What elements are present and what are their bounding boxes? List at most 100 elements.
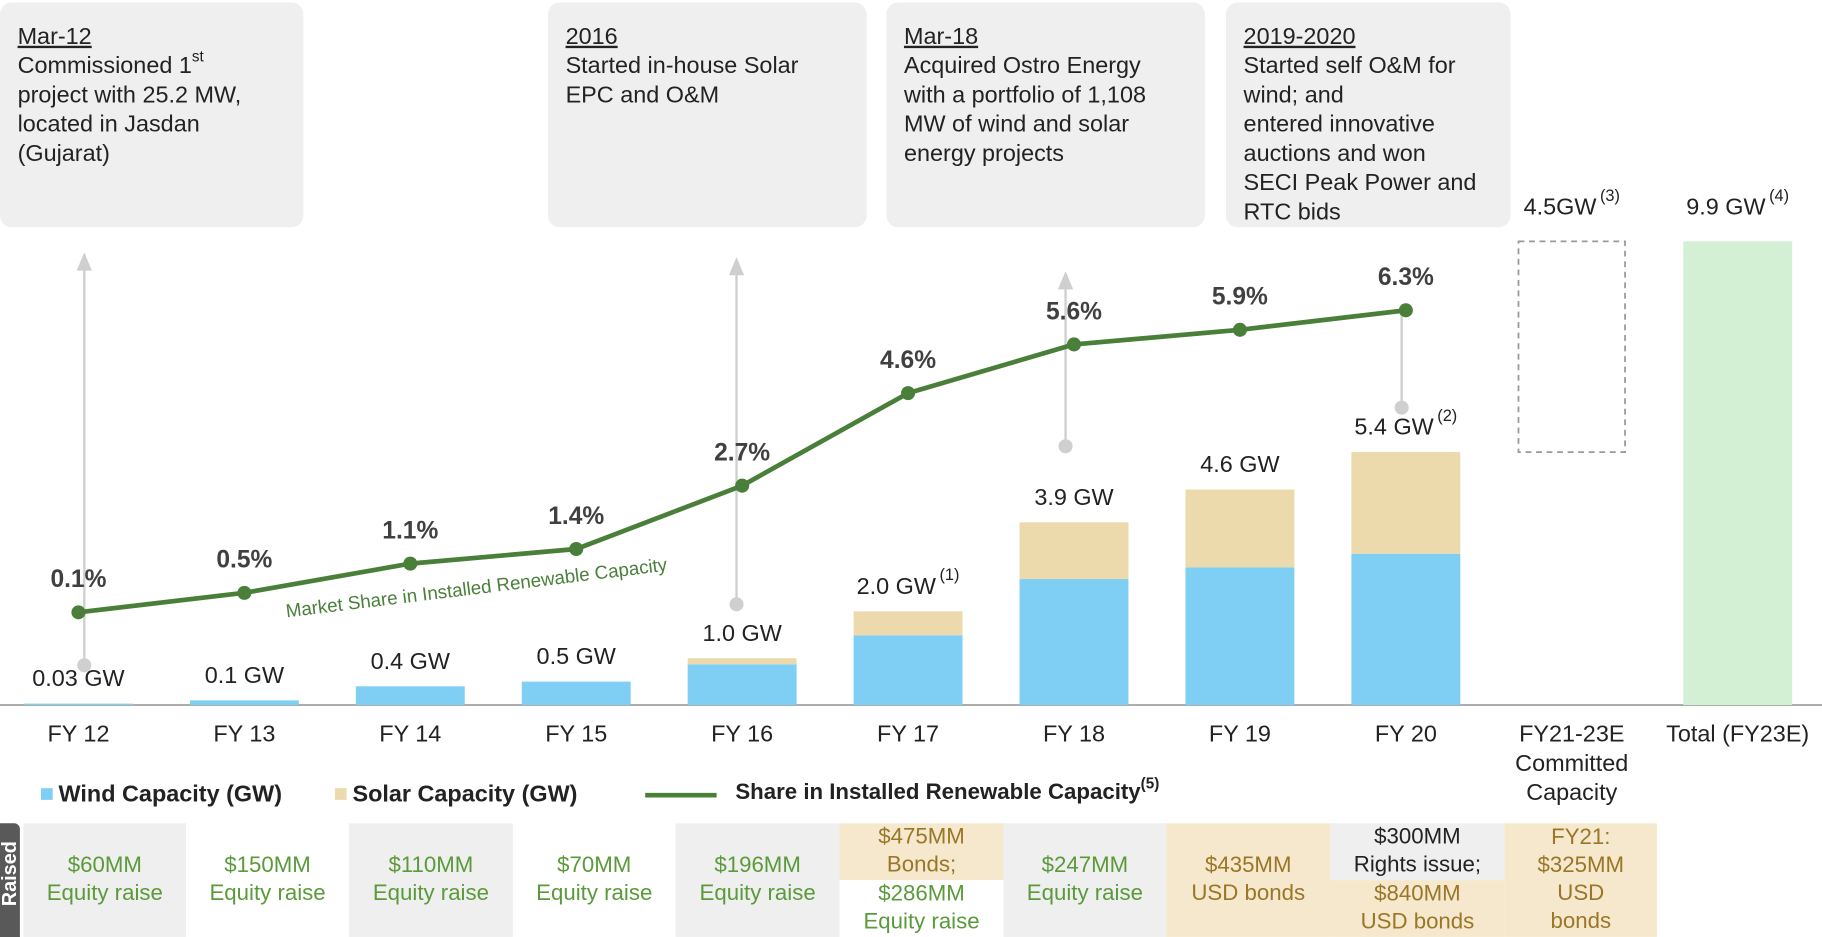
funding-cell [1330,823,1505,881]
wind-bar [521,681,631,706]
total-label: 4.5GW (3) [1524,187,1620,220]
total-label: 9.9 GW (4) [1686,187,1789,220]
legend-swatch [40,788,53,800]
share-point [735,478,750,493]
line-label: Market Share in Installed Renewable Capa… [285,554,669,622]
total-label-text: 5.4 GW [1354,414,1434,440]
share-label: 2.7% [714,440,770,467]
total-label-text: 0.4 GW [371,648,451,674]
total-label-text: 4.5GW [1524,194,1598,220]
share-point [237,585,252,600]
milestone-text: Commissioned 1st [18,49,205,79]
total-label: 2.0 GW (1) [857,567,960,600]
total-label: 0.1 GW [205,662,285,688]
milestone-text: RTC bids [1244,198,1341,224]
wind-bar [687,664,797,706]
funding-text: $110MM [388,852,473,877]
milestone-date: Mar-18 [904,23,978,49]
timeline-connectors [76,252,1409,673]
share-point [403,556,418,571]
funding-text: $435MM [1205,852,1292,877]
funding-label: Raised [0,841,21,906]
solar-bar [1185,489,1295,568]
milestone-text: wind; and [1243,81,1344,107]
funding-cell [839,880,1004,937]
total-label: 5.4 GW (2) [1354,407,1457,440]
committed-box [1517,240,1626,453]
total-note: (2) [1437,407,1457,425]
arrow-head [76,252,92,271]
x-tick-label: FY21-23E [1519,721,1624,747]
share-label: 5.6% [1046,298,1102,325]
milestone-text: with a portfolio of 1,108 [903,81,1146,107]
wind-bar [1185,567,1295,706]
share-label: 0.5% [216,547,272,574]
funding-text: Equity raise [373,880,489,905]
total-label: 3.9 GW [1034,484,1114,510]
total-label: 1.0 GW [702,620,782,646]
solar-bar [1351,452,1461,554]
milestone-date: 2016 [566,23,618,49]
wind-bar [853,635,963,706]
funding-cell [1330,880,1505,937]
funding-text: Equity raise [863,908,979,933]
total-label-text: 0.5 GW [537,643,617,669]
milestone-box [886,2,1205,228]
x-tick-label: Total (FY23E) [1666,721,1809,747]
milestone-text: entered innovative [1244,111,1435,137]
share-label: 1.1% [382,518,438,545]
funding-text: Equity raise [1027,880,1143,905]
total-label-text: 3.9 GW [1034,484,1114,510]
total-label: 0.03 GW [32,665,125,691]
funding-text: $70MM [557,852,631,877]
funding-cell [839,823,1004,881]
share-label: 0.1% [50,566,106,593]
share-point [1066,337,1082,352]
milestone-text: project with 25.2 MW, [18,81,242,107]
funding-text: Equity raise [536,880,652,905]
milestone-text: energy projects [904,140,1064,166]
total-note: (1) [939,567,959,585]
legend-label: Share in Installed Renewable Capacity(5) [735,776,1159,804]
funding-cell [186,823,349,937]
total-bar [1683,241,1793,706]
connector-end [729,597,744,612]
x-tick-label: FY 16 [711,721,773,747]
funding-text: $840MM [1374,880,1461,905]
x-tick-label: FY 19 [1209,721,1271,747]
share-label: 6.3% [1378,264,1434,291]
milestone-box [1225,2,1511,228]
funding-text: $60MM [68,852,142,877]
funding-text: USD bonds [1361,908,1475,933]
total-label-text: 0.03 GW [32,665,125,691]
share-point [71,605,86,620]
total-label: 0.5 GW [537,643,617,669]
funding-text: USD [1557,880,1604,905]
x-tick-label: FY 20 [1375,721,1437,747]
share-point [1398,303,1413,318]
milestone-sup: st [192,49,205,66]
connector-end [1058,439,1073,454]
arrow-head [728,257,745,276]
milestone-text: EPC and O&M [566,81,720,107]
milestone-date: 2019-2020 [1244,23,1356,49]
legend-swatch [334,788,347,800]
funding-cell [23,823,187,937]
funding-text: Rights issue; [1354,852,1481,877]
funding-cell [675,823,840,937]
total-label-text: 2.0 GW [857,573,937,599]
milestone-text: Started self O&M for [1244,52,1456,78]
milestone-text: Started in-house Solar [566,52,799,78]
milestone-text: (Gujarat) [18,140,110,166]
funding-cell [348,823,513,937]
milestone-box [0,2,304,228]
funding-text: $196MM [714,852,801,877]
milestone-text: auctions and won [1244,140,1426,166]
milestone-box [548,2,867,228]
share-label: 1.4% [548,503,604,530]
funding-text: $150MM [224,852,311,877]
x-tick-label: FY 15 [545,721,607,747]
total-label-text: 1.0 GW [702,620,782,646]
legend-note: (5) [1141,776,1160,793]
funding-text: $286MM [878,880,965,905]
